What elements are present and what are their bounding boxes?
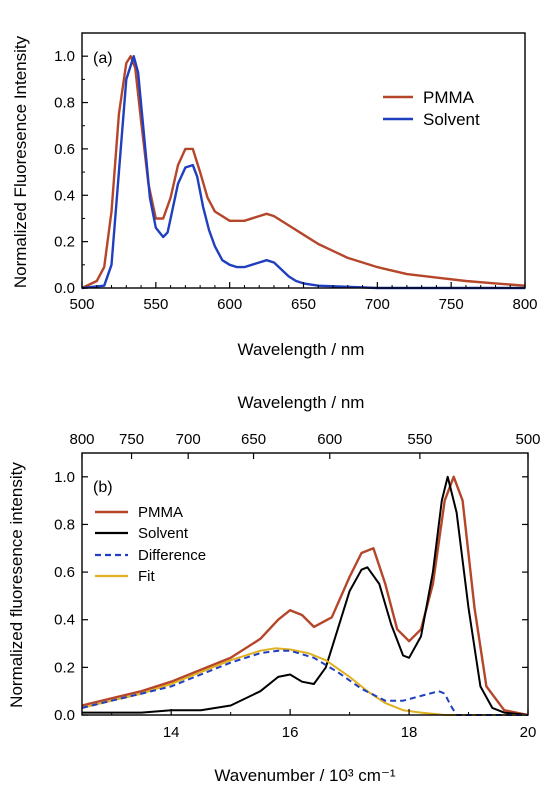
x-tick-label: 14 [163, 724, 180, 741]
panel-b-legend: PMMA Solvent Difference Fit [95, 504, 206, 585]
y-tick-label: 0.4 [54, 612, 75, 629]
x-tick-label: 750 [439, 296, 464, 313]
panel-b-y-ticks: 0.0 0.2 0.4 0.6 0.8 1.0 [54, 469, 528, 724]
panel-a-series-solvent [81, 55, 525, 290]
panel-b-top-axis-title: Wavelength / nm [238, 393, 365, 412]
top-x-tick-label: 800 [69, 431, 94, 448]
y-tick-label: 1.0 [54, 48, 75, 65]
top-x-tick-label: 750 [119, 431, 144, 448]
y-tick-label: 0.8 [54, 516, 75, 533]
panel-a-frame [81, 32, 526, 289]
x-tick-label: 650 [291, 296, 316, 313]
panel-a-legend: PMMA Solvent [383, 88, 480, 129]
y-tick-label: 0.0 [54, 707, 75, 724]
y-tick-label: 0.6 [54, 564, 75, 581]
y-tick-label: 0.6 [54, 141, 75, 158]
legend-label-pmma: PMMA [423, 88, 475, 107]
legend-label-fit-b: Fit [138, 568, 155, 585]
top-x-tick-label: 650 [241, 431, 266, 448]
y-tick-label: 0.2 [54, 234, 75, 251]
x-tick-label: 500 [69, 296, 94, 313]
panel-b-series-pmma [81, 475, 529, 717]
panel-b-series-difference [81, 649, 528, 716]
panel-b-label: (b) [93, 479, 113, 496]
legend-label-pmma-b: PMMA [138, 504, 183, 521]
y-tick-label: 0.4 [54, 187, 75, 204]
panel-a-y-axis-title: Normalized Fluoresence Intensity [11, 35, 30, 288]
panel-b-plot-area [81, 475, 529, 717]
y-tick-label: 0.2 [54, 659, 75, 676]
panel-a-y-ticks: 0.0 0.2 0.4 0.6 0.8 1.0 [54, 32, 88, 297]
y-tick-label: 1.0 [54, 469, 75, 486]
top-x-tick-label: 500 [515, 431, 540, 448]
panel-b-x-ticks: 14 16 18 20 [111, 709, 537, 741]
panel-a-plot-area [81, 55, 526, 290]
panel-a-x-axis-title: Wavelength / nm [238, 340, 365, 359]
top-x-tick-label: 700 [176, 431, 201, 448]
y-tick-label: 0.0 [54, 280, 75, 297]
panel-b-top-x-ticks: 800 750 700 650 600 550 500 [69, 431, 541, 459]
x-tick-label: 16 [282, 724, 299, 741]
y-tick-label: 0.8 [54, 95, 75, 112]
panel-a-label: (a) [93, 50, 113, 67]
panel-b-series-solvent [82, 475, 529, 716]
legend-label-difference-b: Difference [138, 547, 206, 564]
panel-a-x-ticks: 500 550 600 650 700 750 800 [69, 282, 538, 313]
x-tick-label: 600 [217, 296, 242, 313]
panel-b: Wavelength / nm 800 750 700 650 600 550 500 (b… [7, 393, 541, 785]
x-tick-label: 20 [520, 724, 537, 741]
panel-b-x-axis-title: Wavenumber / 10³ cm⁻¹ [214, 766, 396, 785]
panel-b-y-axis-title: Normalized fluoresence intensity [7, 462, 26, 708]
x-tick-label: 700 [365, 296, 390, 313]
legend-label-solvent-b: Solvent [138, 525, 189, 542]
legend-label-solvent: Solvent [423, 110, 480, 129]
panel-a-series-pmma [81, 55, 526, 290]
x-tick-label: 800 [512, 296, 537, 313]
panel-b-frame [81, 452, 529, 716]
top-x-tick-label: 550 [407, 431, 432, 448]
panel-b-series-fit [81, 647, 528, 716]
top-x-tick-label: 600 [317, 431, 342, 448]
panel-a: (a) 500 550 600 650 700 750 800 0.00.20.40.60.… [11, 32, 538, 359]
x-tick-label: 550 [143, 296, 168, 313]
x-tick-label: 18 [401, 724, 418, 741]
